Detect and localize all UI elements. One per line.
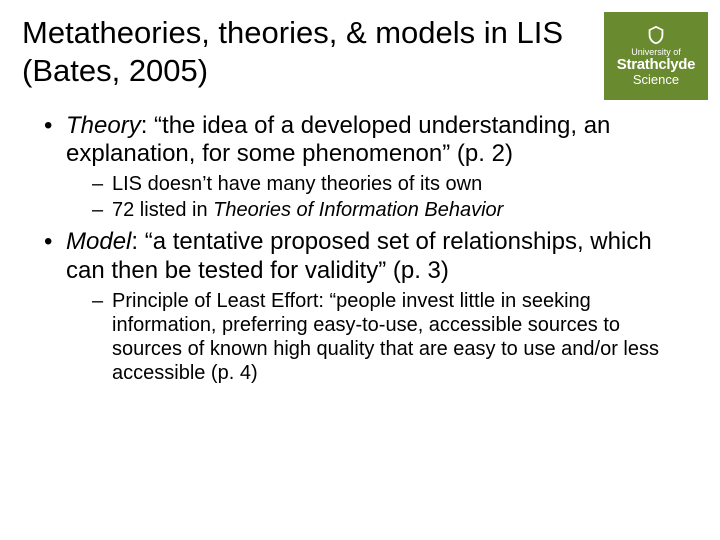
- logo-mid-text: Strathclyde: [617, 57, 695, 73]
- sub-bullet-list: LIS doesn’t have many theories of its ow…: [66, 172, 692, 222]
- university-logo: University of Strathclyde Science: [604, 12, 708, 100]
- definition: : “the idea of a developed understanding…: [66, 112, 610, 167]
- sub-bullet-item: 72 listed in Theories of Information Beh…: [92, 198, 692, 222]
- term: Theory: [66, 112, 141, 139]
- sub-bullet-list: Principle of Least Effort: “people inves…: [66, 289, 692, 385]
- slide-title: Metatheories, theories, & models in LIS …: [22, 14, 692, 90]
- definition: : “a tentative proposed set of relations…: [66, 228, 652, 283]
- bullet-list: Theory: “the idea of a developed underst…: [22, 112, 692, 385]
- logo-bot-text: Science: [633, 73, 679, 88]
- crest-icon: [645, 24, 667, 46]
- term: Model: [66, 228, 131, 255]
- bullet-item: Model: “a tentative proposed set of rela…: [44, 228, 692, 385]
- book-title: Theories of Information Behavior: [213, 199, 503, 221]
- sub-bullet-item: LIS doesn’t have many theories of its ow…: [92, 172, 692, 196]
- sub-bullet-item: Principle of Least Effort: “people inves…: [92, 289, 692, 385]
- bullet-item: Theory: “the idea of a developed underst…: [44, 112, 692, 223]
